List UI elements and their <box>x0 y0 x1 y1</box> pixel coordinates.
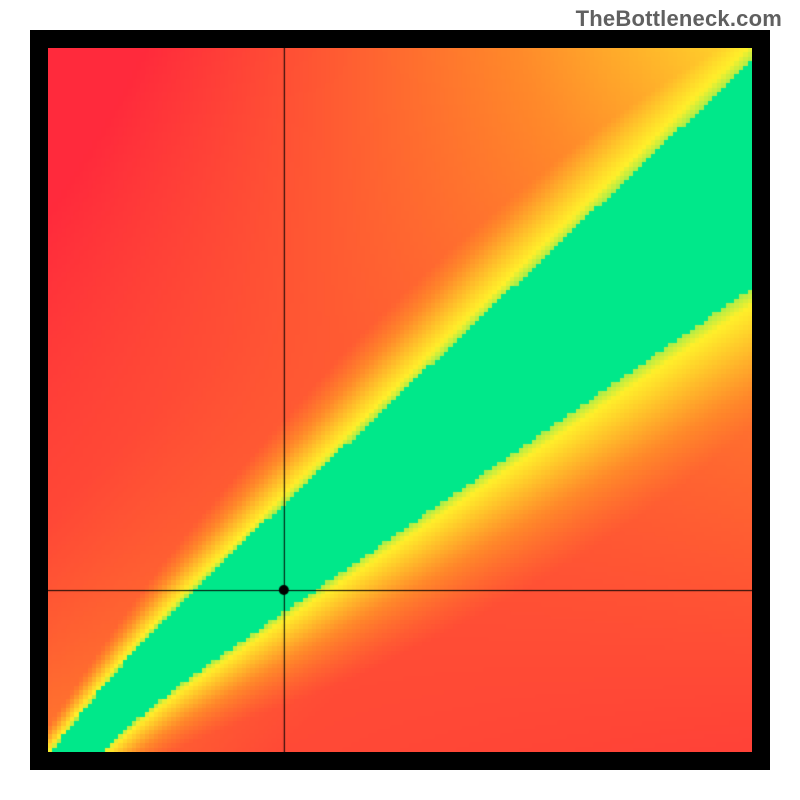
crosshair-overlay <box>48 48 752 752</box>
chart-wrapper: TheBottleneck.com <box>0 0 800 800</box>
watermark-text: TheBottleneck.com <box>576 6 782 32</box>
